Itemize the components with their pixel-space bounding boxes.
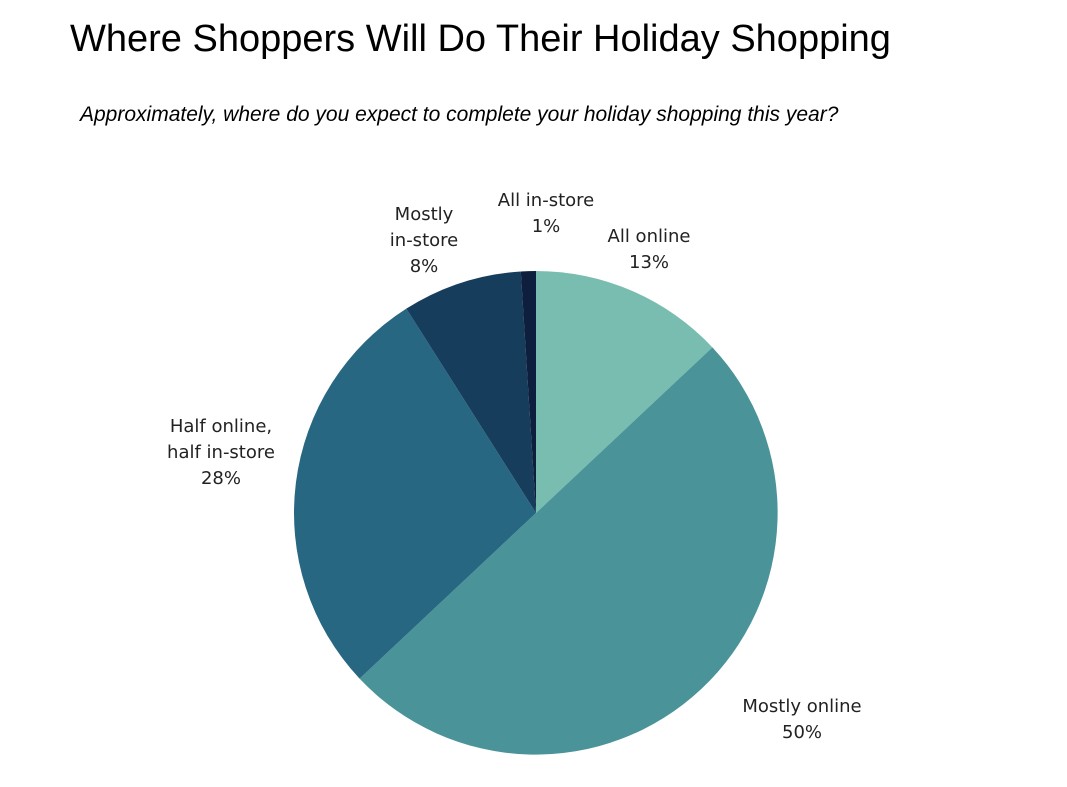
slice-label: Mostly in-store 8%: [390, 202, 458, 280]
pie-slice: [406, 271, 536, 513]
pie-slice: [536, 271, 713, 513]
slice-label: All in-store 1%: [498, 188, 594, 240]
slice-value-label: 8%: [409, 256, 439, 277]
slice-label-text: half in-store: [167, 442, 275, 463]
slice-label-text: Mostly: [394, 204, 454, 225]
slice-label: All online 13%: [608, 224, 691, 276]
slice-value-label: 1%: [531, 216, 561, 237]
slice-value-label: 50%: [781, 722, 823, 743]
slice-label-text: All online: [607, 226, 691, 247]
slice-value-label: 13%: [628, 252, 670, 273]
slice-label-text: All in-store: [497, 190, 595, 211]
slice-label: Mostly online 50%: [742, 694, 861, 746]
slice-label: Half online, half in-store 28%: [167, 414, 275, 492]
pie-slice: [520, 271, 536, 513]
pie-slice: [359, 347, 778, 755]
slice-label-text: Mostly online: [742, 696, 862, 717]
slice-label-text: Half online,: [169, 416, 273, 437]
pie-slice: [293, 308, 536, 679]
slice-label-text: in-store: [389, 230, 459, 251]
slice-value-label: 28%: [200, 468, 241, 489]
pie-slices: [293, 271, 778, 755]
chart-title: Where Shoppers Will Do Their Holiday Sho…: [70, 18, 891, 60]
chart-subtitle: Approximately, where do you expect to co…: [80, 103, 839, 126]
